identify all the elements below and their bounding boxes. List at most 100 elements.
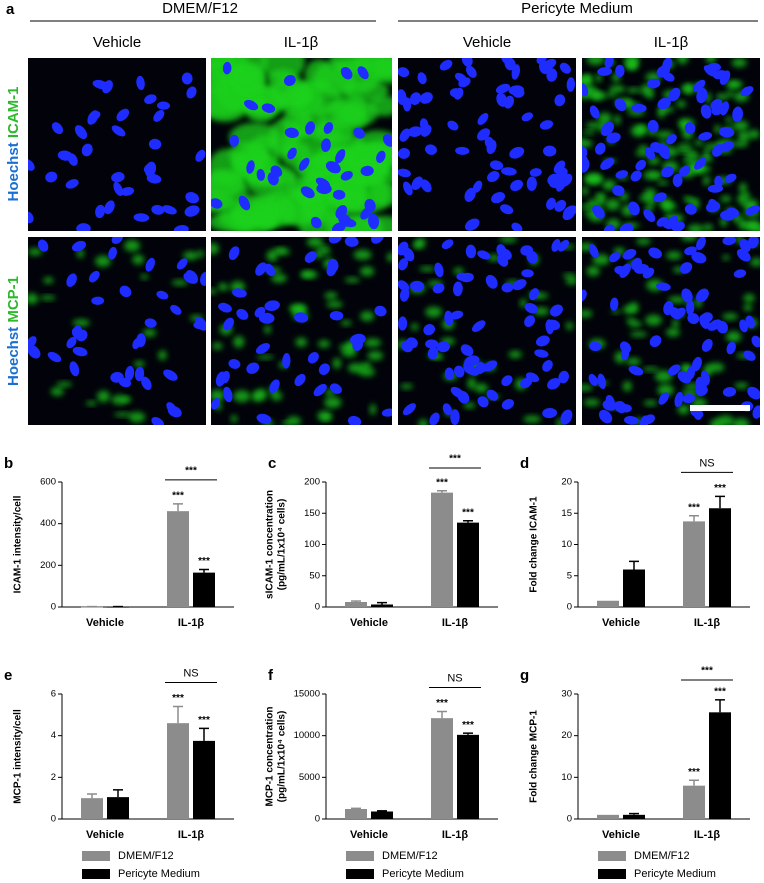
marker-stain	[687, 224, 704, 231]
x-tick-label: Vehicle	[350, 829, 388, 841]
nucleus	[76, 223, 91, 231]
nucleus	[719, 141, 735, 152]
nucleus	[714, 175, 723, 188]
nucleus	[740, 86, 754, 97]
nucleus	[554, 94, 566, 107]
marker-stain	[582, 204, 593, 210]
bar	[709, 712, 731, 819]
nucleus	[457, 390, 470, 404]
nucleus	[269, 379, 280, 394]
nucleus	[364, 198, 376, 213]
y-axis-label: (pg/mL/1x10⁴ cells)	[277, 711, 288, 803]
nucleus	[501, 167, 517, 176]
comparison-label: NS	[699, 457, 714, 469]
nucleus	[582, 146, 588, 159]
marker-stain	[268, 76, 312, 109]
marker-stain	[643, 170, 659, 180]
nucleus	[136, 75, 145, 91]
marker-stain	[583, 74, 593, 80]
nucleus	[153, 110, 165, 122]
marker-stain	[744, 219, 760, 229]
stain-label: Hoechst	[5, 327, 22, 386]
y-axis-label: sICAM-1 concentration	[265, 490, 276, 599]
nucleus	[698, 132, 713, 141]
row-header: Hoechst MCP-1	[5, 276, 22, 386]
panel-label: f	[268, 667, 274, 684]
bar	[623, 814, 645, 819]
legend-swatch	[346, 851, 374, 861]
significance-label: ***	[198, 556, 210, 567]
error-bar	[689, 515, 699, 522]
marker-stain	[359, 266, 375, 277]
nucleus	[547, 377, 561, 390]
marker-stain	[594, 193, 606, 199]
error-bar	[689, 779, 699, 786]
marker-stain	[95, 255, 111, 267]
nucleus	[752, 405, 760, 419]
nucleus	[553, 160, 566, 174]
nucleus	[368, 213, 380, 230]
nucleus	[108, 246, 117, 260]
error-bar	[351, 807, 361, 810]
nucleus	[151, 416, 165, 425]
nucleus	[323, 122, 334, 134]
marker-stain	[609, 85, 626, 93]
nucleus	[557, 239, 570, 252]
x-tick-label: Vehicle	[602, 617, 640, 629]
nucleus	[399, 128, 411, 142]
marker-stain	[624, 99, 634, 110]
micrograph	[28, 237, 206, 425]
nucleus	[318, 363, 330, 375]
nucleus	[745, 205, 760, 216]
marker-stain	[419, 266, 436, 272]
nucleus	[486, 139, 497, 155]
nucleus	[88, 270, 100, 283]
panel-label: b	[4, 455, 13, 472]
nucleus	[644, 147, 656, 160]
marker-stain	[739, 182, 747, 194]
marker-stain	[638, 145, 649, 150]
marker-stain	[158, 350, 167, 361]
marker-stain	[418, 419, 428, 425]
marker-stain	[607, 91, 616, 98]
marker-stain	[582, 186, 589, 196]
nucleus	[619, 263, 631, 278]
marker-stain	[264, 325, 271, 334]
nucleus	[236, 308, 249, 320]
micrograph	[582, 58, 760, 231]
nucleus	[732, 106, 743, 123]
nucleus	[419, 92, 433, 104]
nucleus	[340, 66, 353, 80]
bar	[371, 811, 393, 819]
y-tick-label: 600	[40, 477, 56, 488]
nucleus	[337, 213, 352, 227]
marker-stain	[685, 198, 697, 205]
marker-stain	[499, 237, 518, 243]
nucleus	[500, 204, 514, 215]
error-bar	[437, 710, 447, 719]
marker-stain	[636, 126, 644, 134]
significance-label: ***	[436, 477, 448, 488]
y-tick-label: 5000	[299, 772, 320, 783]
marker-stain	[622, 381, 632, 392]
nucleus	[594, 142, 606, 155]
nucleus	[144, 94, 157, 105]
nucleus	[195, 317, 206, 331]
nucleus	[81, 143, 93, 157]
y-axis-label: Fold change ICAM-1	[529, 496, 540, 593]
nucleus	[399, 287, 410, 302]
scale-bar	[690, 405, 750, 411]
bar	[167, 723, 189, 819]
marker-stain	[211, 242, 219, 255]
marker-stain	[140, 274, 149, 280]
nucleus	[747, 386, 760, 400]
nucleus	[200, 271, 206, 286]
y-axis-label: MCP-1 concentration	[265, 706, 276, 806]
nucleus	[223, 386, 233, 403]
group-header: Pericyte Medium	[521, 0, 633, 17]
nucleus	[398, 67, 410, 78]
marker-label: MCP-1	[5, 276, 22, 323]
nucleus	[628, 365, 644, 376]
marker-label: ICAM-1	[5, 86, 22, 138]
nucleus	[151, 204, 165, 215]
